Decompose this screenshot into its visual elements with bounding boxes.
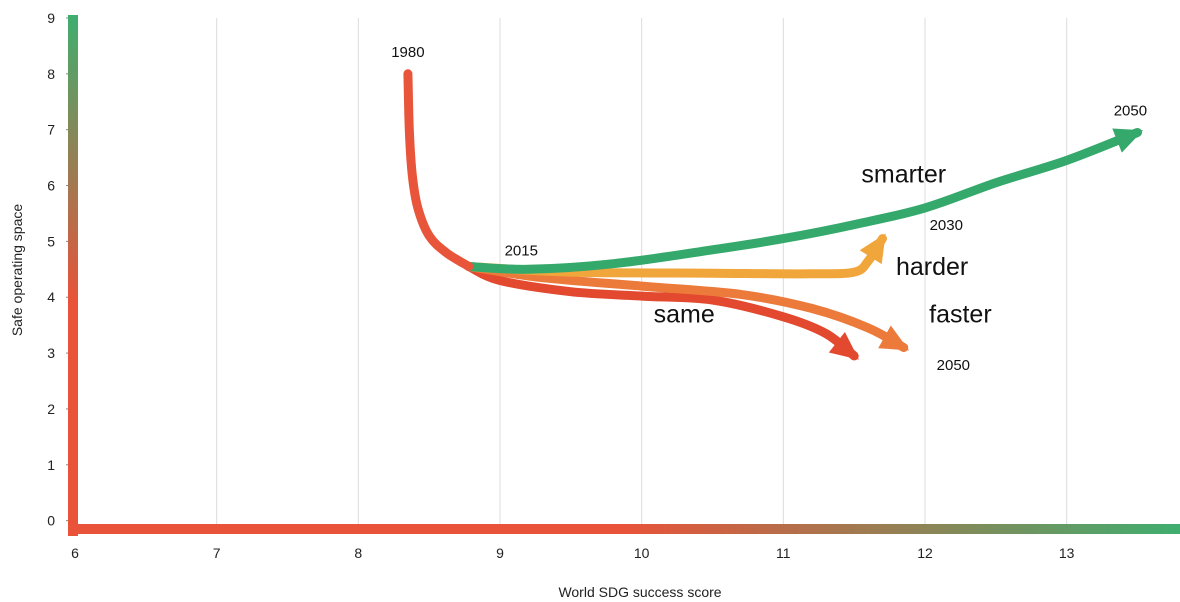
annotations: 1980 2015 2030 2050 2050 smarter harder same fas… bbox=[391, 44, 1147, 374]
y-tick-label: 9 bbox=[47, 10, 55, 26]
y-tick-label: 3 bbox=[47, 345, 55, 361]
x-tick-label: 13 bbox=[1059, 545, 1075, 561]
x-tick-label: 8 bbox=[354, 545, 362, 561]
arrowhead-smarter bbox=[1112, 128, 1144, 153]
x-tick-label: 12 bbox=[917, 545, 933, 561]
y-axis-title: Safe operating space bbox=[9, 204, 25, 337]
arrowhead-faster bbox=[878, 325, 909, 351]
y-tick-label: 7 bbox=[47, 122, 55, 138]
y-tick-label: 8 bbox=[47, 66, 55, 82]
series bbox=[403, 69, 1144, 361]
year-label: 2050 bbox=[1114, 103, 1147, 120]
series-line-smarter bbox=[464, 128, 1142, 274]
x-tick-label: 9 bbox=[496, 545, 504, 561]
series-line-faster bbox=[464, 262, 909, 352]
year-label: 2050 bbox=[937, 357, 970, 374]
y-tick-label: 6 bbox=[47, 178, 55, 194]
x-axis-line bbox=[68, 524, 1180, 534]
y-tick-label: 4 bbox=[47, 289, 55, 305]
x-tick-label: 6 bbox=[71, 545, 79, 561]
scenario-label-harder: harder bbox=[896, 253, 968, 281]
arrowhead-harder bbox=[859, 233, 886, 265]
year-label: 2030 bbox=[930, 217, 963, 234]
y-tick-label: 2 bbox=[47, 401, 55, 417]
x-tick-label: 11 bbox=[776, 545, 791, 561]
x-tick-label: 7 bbox=[213, 545, 221, 561]
scenario-label-faster: faster bbox=[929, 300, 992, 328]
x-tick-label: 10 bbox=[634, 545, 650, 561]
series-line-trunk bbox=[403, 69, 474, 271]
arrowhead-same bbox=[828, 332, 859, 360]
y-axis-line bbox=[68, 15, 78, 536]
series-line-same bbox=[464, 262, 859, 361]
scenario-label-smarter: smarter bbox=[861, 161, 946, 189]
x-axis-title: World SDG success score bbox=[558, 584, 721, 600]
y-tick-label: 1 bbox=[47, 457, 55, 473]
scenario-label-same: same bbox=[654, 300, 715, 328]
y-tick-label: 0 bbox=[47, 513, 55, 529]
year-label: 1980 bbox=[391, 44, 424, 61]
y-tick-label: 5 bbox=[47, 233, 55, 249]
year-label: 2015 bbox=[505, 242, 538, 259]
